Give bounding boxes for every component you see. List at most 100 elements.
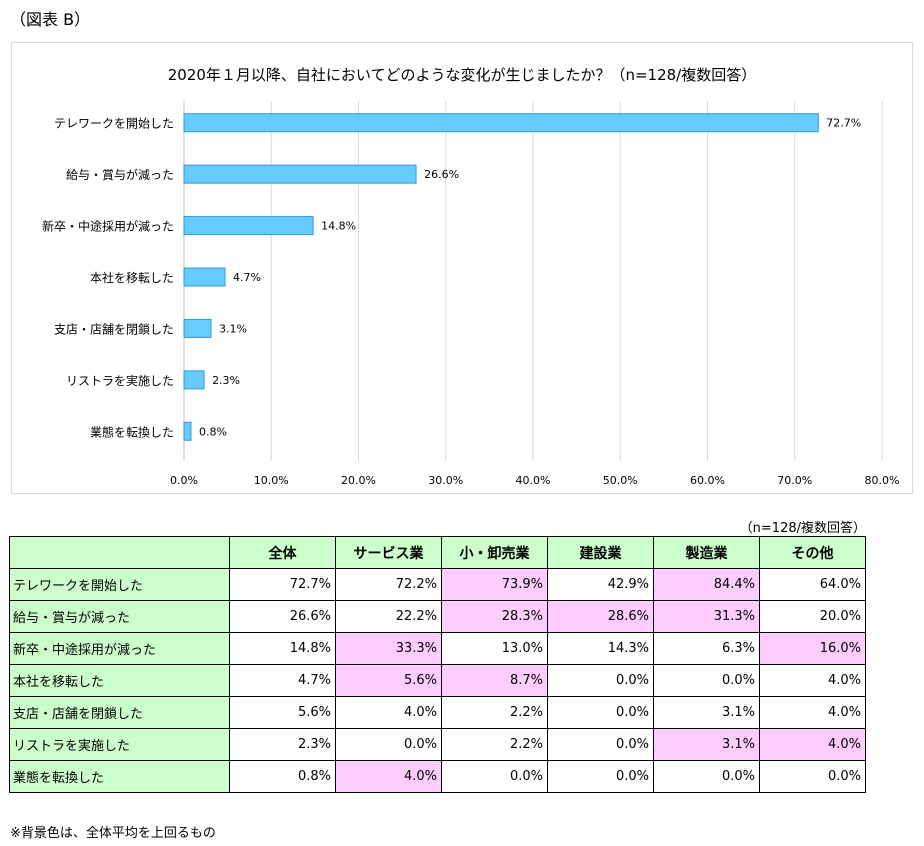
table-note: （n=128/複数回答） (739, 521, 866, 536)
row-label: 給与・賞与が減った (9, 600, 230, 633)
table-cell: 4.0% (759, 664, 866, 697)
chart-title: 2020年１月以降、自社においてどのような変化が生じましたか？（n=128/複数… (168, 66, 757, 84)
table-cell: 0.0% (547, 760, 654, 793)
table-cell-highlighted: 4.0% (759, 728, 866, 761)
table-cell-highlighted: 31.3% (653, 600, 760, 633)
table-cell: 5.6% (229, 696, 336, 729)
category-label: 業態を転換した (90, 424, 174, 439)
table-cell-highlighted: 28.3% (441, 600, 548, 633)
bar (183, 113, 819, 133)
table-cell: 72.7% (229, 568, 336, 601)
category-label: 給与・賞与が減った (66, 167, 174, 182)
column-header: 建設業 (547, 536, 654, 569)
table-cell-highlighted: 3.1% (653, 728, 760, 761)
value-label: 2.3% (212, 374, 240, 387)
row-label: 支店・店舗を閉鎖した (9, 696, 230, 729)
table-row: 業態を転換した 0.8% 4.0% 0.0% 0.0% 0.0% 0.0% (9, 760, 866, 793)
column-header: サービス業 (335, 536, 442, 569)
table-cell-highlighted: 8.7% (441, 664, 548, 697)
table-cell: 4.0% (759, 696, 866, 729)
header-corner (9, 536, 230, 569)
table-cell: 2.2% (441, 696, 548, 729)
data-table: 全体 サービス業 小・卸売業 建設業 製造業 その他 テレワークを開始した 72.… (9, 536, 866, 793)
value-label: 3.1% (219, 322, 247, 335)
table-cell: 0.0% (335, 728, 442, 761)
table-cell: 13.0% (441, 632, 548, 665)
table-cell-highlighted: 16.0% (759, 632, 866, 665)
table-cell: 0.8% (229, 760, 336, 793)
bar (183, 216, 314, 236)
row-label: 本社を移転した (9, 664, 230, 697)
table-cell: 22.2% (335, 600, 442, 633)
table-cell: 4.0% (335, 696, 442, 729)
x-tick-label: 60.0% (690, 474, 725, 487)
table-cell: 4.7% (229, 664, 336, 697)
table-cell: 2.3% (229, 728, 336, 761)
table-cell: 72.2% (335, 568, 442, 601)
value-label: 4.7% (233, 271, 261, 284)
table-cell: 0.0% (547, 728, 654, 761)
row-label: リストラを実施した (9, 728, 230, 761)
table-row: 本社を移転した 4.7% 5.6% 8.7% 0.0% 0.0% 4.0% (9, 664, 866, 697)
table-row: 支店・店舗を閉鎖した 5.6% 4.0% 2.2% 0.0% 3.1% 4.0% (9, 696, 866, 729)
table-cell: 2.2% (441, 728, 548, 761)
x-tick-label: 40.0% (516, 474, 551, 487)
table-cell: 0.0% (547, 696, 654, 729)
x-tick-label: 20.0% (341, 474, 376, 487)
category-label: 支店・店舗を閉鎖した (54, 321, 174, 336)
table-row: 新卒・中途採用が減った 14.8% 33.3% 13.0% 14.3% 6.3% 16.0% (9, 632, 866, 665)
table-cell: 3.1% (653, 696, 760, 729)
bar-chart: 2020年１月以降、自社においてどのような変化が生じましたか？（n=128/複数… (42, 66, 900, 487)
row-label: 業態を転換した (9, 760, 230, 793)
category-label: 本社を移転した (90, 270, 174, 285)
table-cell-highlighted: 73.9% (441, 568, 548, 601)
table-header-row: 全体 サービス業 小・卸売業 建設業 製造業 その他 (9, 536, 866, 569)
table-cell-highlighted: 4.0% (335, 760, 442, 793)
table-cell: 0.0% (441, 760, 548, 793)
category-label: テレワークを開始した (54, 117, 174, 131)
value-label: 26.6% (424, 168, 459, 181)
bar (183, 318, 212, 338)
table-cell-highlighted: 84.4% (653, 568, 760, 601)
row-label: テレワークを開始した (9, 568, 230, 601)
table-row: テレワークを開始した 72.7% 72.2% 73.9% 42.9% 84.4% 64.0% (9, 568, 866, 601)
table-cell: 42.9% (547, 568, 654, 601)
x-tick-label: 0.0% (170, 474, 198, 487)
table-cell-highlighted: 28.6% (547, 600, 654, 633)
x-tick-label: 30.0% (428, 474, 463, 487)
table-cell: 20.0% (759, 600, 866, 633)
value-label: 72.7% (826, 117, 861, 130)
column-header: 小・卸売業 (441, 536, 548, 569)
bar (183, 267, 226, 287)
x-tick-label: 70.0% (777, 474, 812, 487)
table-cell-highlighted: 33.3% (335, 632, 442, 665)
x-tick-label: 10.0% (254, 474, 289, 487)
table-row: 給与・賞与が減った 26.6% 22.2% 28.3% 28.6% 31.3% 20.0% (9, 600, 866, 633)
x-tick-label: 80.0% (865, 474, 900, 487)
chart-frame: 2020年１月以降、自社においてどのような変化が生じましたか？（n=128/複数… (11, 42, 913, 494)
category-label: リストラを実施した (66, 373, 174, 388)
table-cell: 14.3% (547, 632, 654, 665)
category-label: 新卒・中途採用が減った (42, 219, 174, 234)
row-label: 新卒・中途採用が減った (9, 632, 230, 665)
column-header: 製造業 (653, 536, 760, 569)
x-tick-label: 50.0% (603, 474, 638, 487)
column-header: 全体 (229, 536, 336, 569)
table-cell-highlighted: 5.6% (335, 664, 442, 697)
table-cell: 0.0% (759, 760, 866, 793)
bar (183, 370, 205, 390)
table-row: リストラを実施した 2.3% 0.0% 2.2% 0.0% 3.1% 4.0% (9, 728, 866, 761)
table-cell: 64.0% (759, 568, 866, 601)
table-cell: 0.0% (547, 664, 654, 697)
footnote: ※背景色は、全体平均を上回るもの (10, 826, 216, 841)
value-label: 0.8% (199, 425, 227, 438)
column-header: その他 (759, 536, 866, 569)
figure-label: （図表 B） (10, 10, 91, 29)
bar (183, 421, 192, 441)
value-label: 14.8% (321, 220, 356, 233)
table-cell: 0.0% (653, 760, 760, 793)
table-cell: 6.3% (653, 632, 760, 665)
table-cell: 14.8% (229, 632, 336, 665)
bar (183, 164, 417, 184)
table-cell: 26.6% (229, 600, 336, 633)
